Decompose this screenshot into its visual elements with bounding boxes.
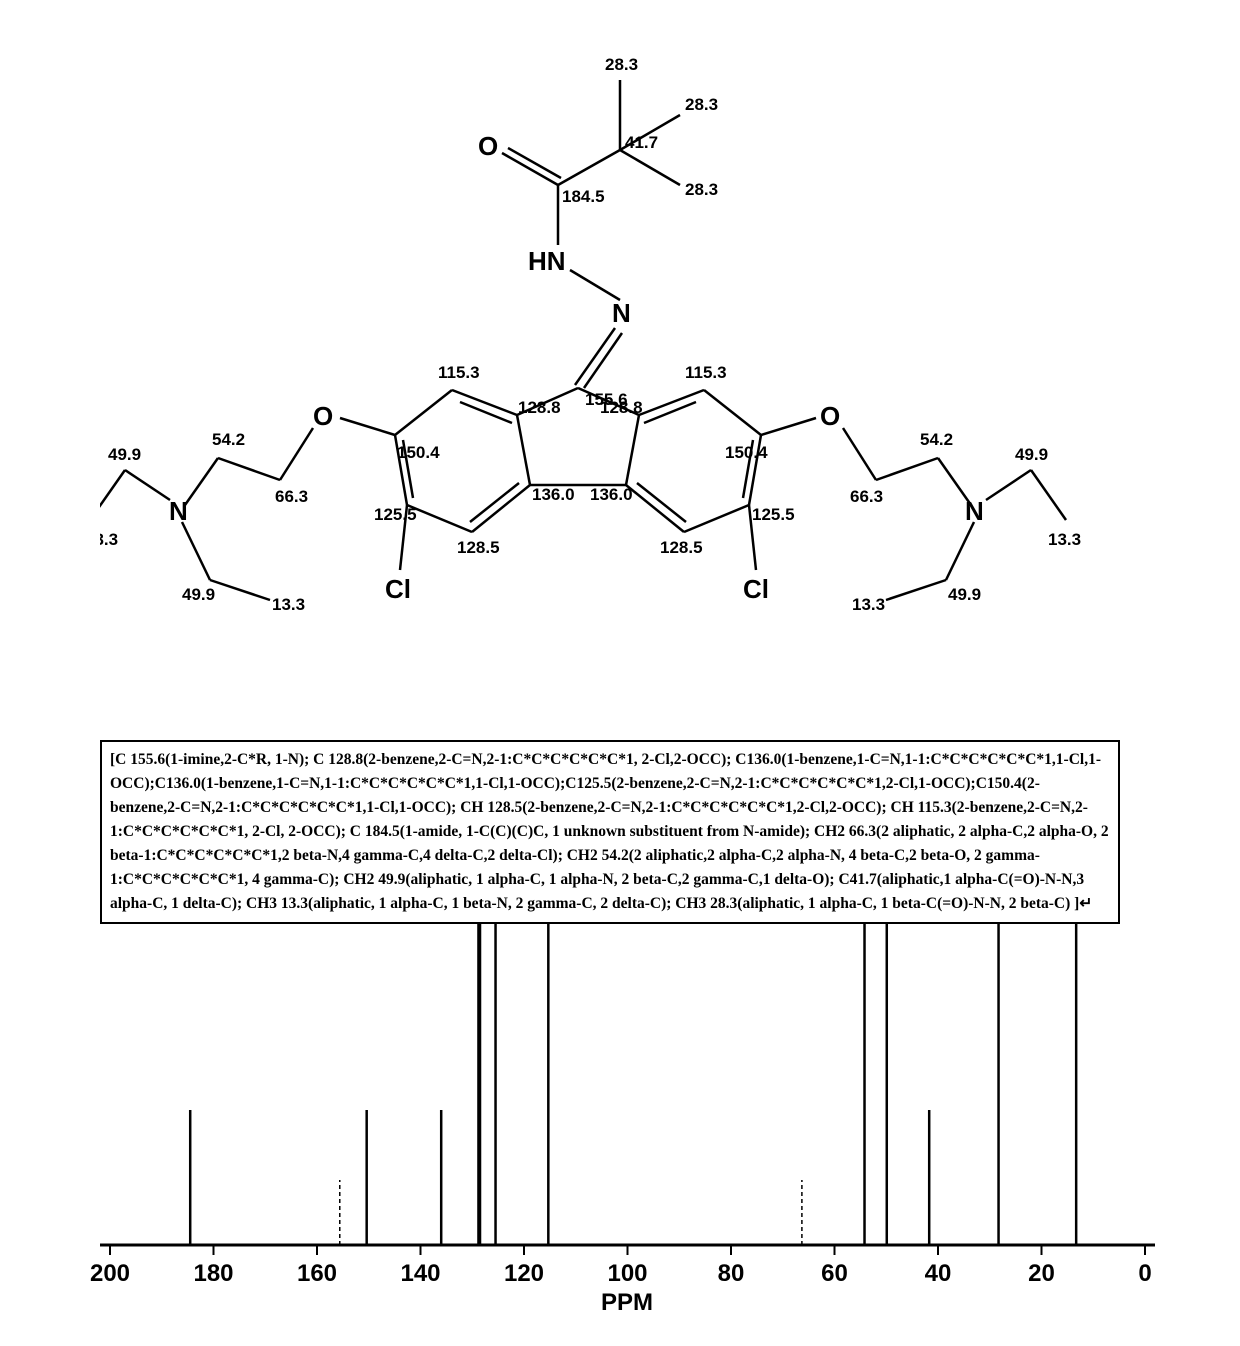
tbutyl-group: 28.3 28.3 28.3 41.7 <box>605 55 718 199</box>
shift-499-l2: 49.9 <box>182 585 215 604</box>
atom-N-l: N <box>169 496 188 526</box>
shift-1285-r: 128.5 <box>660 538 703 557</box>
shift-499-l1: 49.9 <box>108 445 141 464</box>
x-tick-label: 100 <box>607 1260 647 1287</box>
shift-ch3-2: 28.3 <box>685 95 718 114</box>
shift-1288-r: 128.8 <box>600 398 643 417</box>
shift-1255-l: 125.5 <box>374 505 417 524</box>
shift-1285-l: 128.5 <box>457 538 500 557</box>
shift-1153-l: 115.3 <box>438 363 480 382</box>
shift-1504-l: 150.4 <box>397 443 440 462</box>
x-tick-label: 0 <box>1138 1260 1151 1287</box>
shift-1504-r: 150.4 <box>725 443 768 462</box>
x-tick-label: 20 <box>1028 1260 1055 1287</box>
shift-quat: 41.7 <box>625 133 658 152</box>
description-box: [C 155.6(1-imine,2-C*R, 1-N); C 128.8(2-… <box>100 740 1120 924</box>
x-tick-label: 60 <box>821 1260 848 1287</box>
x-tick-label: 80 <box>718 1260 745 1287</box>
x-tick-label: 120 <box>504 1260 544 1287</box>
shift-1288-l: 128.8 <box>518 398 561 417</box>
shift-1153-r: 115.3 <box>685 363 727 382</box>
shift-1360-l: 136.0 <box>532 485 575 504</box>
atom-Cl-l: Cl <box>385 574 411 604</box>
x-tick-label: 200 <box>90 1260 130 1287</box>
shift-499-r2: 49.9 <box>948 585 981 604</box>
x-tick-label: 180 <box>193 1260 233 1287</box>
nmr-spectrum: [C 155.6(1-imine,2-C*R, 1-N); C 128.8(2-… <box>80 740 1180 1320</box>
shift-133-r2: 13.3 <box>852 595 885 614</box>
x-tick-label: 140 <box>400 1260 440 1287</box>
shift-ch3-3: 28.3 <box>685 180 718 199</box>
atom-N-r: N <box>965 496 984 526</box>
shift-1255-r: 125.5 <box>752 505 795 524</box>
chemical-structure: 28.3 28.3 28.3 41.7 O 184.5 HN N 155.6 1… <box>100 20 1140 720</box>
x-tick-label: 160 <box>297 1260 337 1287</box>
shift-133-l2: 13.3 <box>272 595 305 614</box>
x-axis-label: PPM <box>601 1289 653 1316</box>
shift-663-r: 66.3 <box>850 487 883 506</box>
shift-133-r1: 13.3 <box>1048 530 1081 549</box>
shift-542-l: 54.2 <box>212 430 245 449</box>
shift-carbonyl: 184.5 <box>562 187 605 206</box>
x-tick-label: 40 <box>925 1260 952 1287</box>
x-ticks: 200180160140120100806040200 <box>90 1245 1152 1287</box>
atom-O-carbonyl: O <box>478 131 498 161</box>
atom-O-l: O <box>313 401 333 431</box>
shift-133-l1: 13.3 <box>100 530 118 549</box>
structure-svg: 28.3 28.3 28.3 41.7 O 184.5 HN N 155.6 1… <box>100 20 1140 720</box>
shift-663-l: 66.3 <box>275 487 308 506</box>
shift-ch3-1: 28.3 <box>605 55 638 74</box>
shift-542-r: 54.2 <box>920 430 953 449</box>
shift-499-r1: 49.9 <box>1015 445 1048 464</box>
shift-1360-r: 136.0 <box>590 485 633 504</box>
atom-HN: HN <box>528 246 566 276</box>
atom-N-imine: N <box>612 298 631 328</box>
atom-Cl-r: Cl <box>743 574 769 604</box>
atom-O-r: O <box>820 401 840 431</box>
